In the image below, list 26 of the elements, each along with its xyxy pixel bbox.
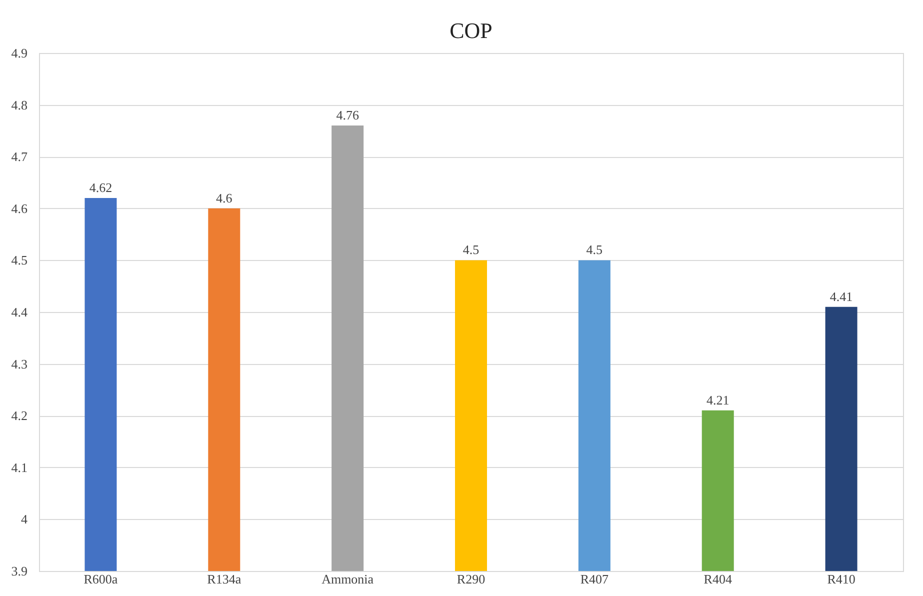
x-tick-label: R134a (207, 572, 242, 586)
y-tick-label: 4.3 (11, 356, 28, 372)
data-label: 4.76 (336, 108, 360, 123)
x-tick-label: R407 (580, 572, 610, 586)
y-tick-label: 4.9 (11, 46, 28, 60)
x-tick-label: R404 (704, 572, 732, 586)
y-tick-label: 4.5 (11, 252, 28, 268)
chart-title: COP (450, 18, 492, 43)
y-tick-label: 4 (21, 512, 28, 527)
y-tick-label: 4.6 (11, 200, 28, 216)
x-tick-label: R410 (827, 572, 856, 586)
data-label: 4.5 (462, 242, 480, 258)
y-tick-label: 4.7 (11, 149, 28, 164)
x-tick-label: R290 (456, 572, 486, 586)
data-label: 4.62 (89, 180, 112, 196)
x-tick-label: Ammonia (322, 572, 374, 586)
data-label: 4.21 (706, 392, 730, 408)
data-label: 4.5 (586, 242, 603, 258)
data-label: 4.6 (216, 190, 233, 206)
y-tick-label: 4.4 (11, 304, 28, 320)
x-tick-label: R600a (84, 572, 118, 586)
y-tick-label: 4.8 (11, 97, 28, 112)
y-tick-label: 4.1 (11, 460, 28, 475)
y-tick-label: 3.9 (11, 564, 28, 578)
y-tick-label: 4.2 (11, 408, 28, 424)
data-label: 4.41 (830, 288, 853, 304)
